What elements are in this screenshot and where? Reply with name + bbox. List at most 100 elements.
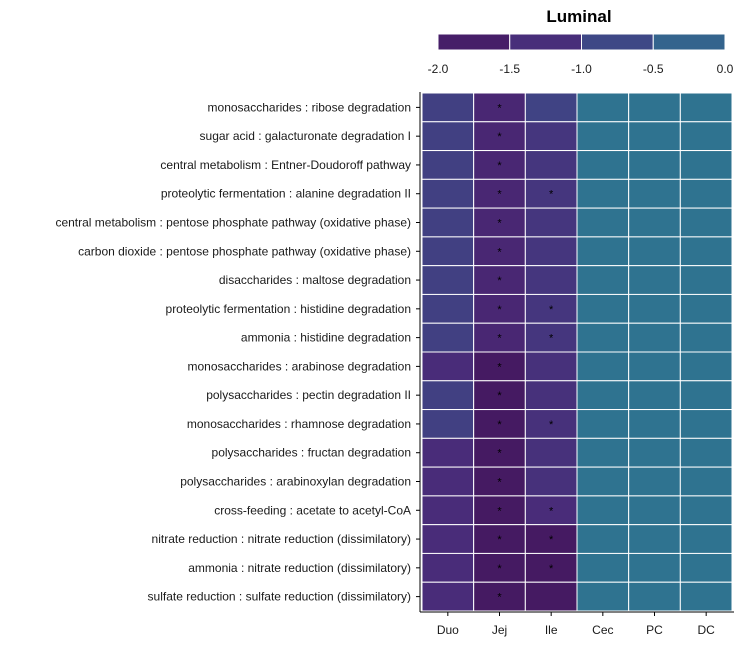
heatmap-cell <box>679 351 733 382</box>
heatmap-cell <box>421 524 475 554</box>
heatmap-cell <box>628 236 681 267</box>
heatmap-cell <box>524 322 578 353</box>
heatmap-cell <box>628 121 681 152</box>
significance-star: * <box>497 390 502 402</box>
significance-star: * <box>549 304 554 316</box>
heatmap-cell <box>524 581 578 612</box>
row-label: nitrate reduction : nitrate reduction (d… <box>152 532 411 546</box>
row-label: proteolytic fermentation : histidine deg… <box>166 302 411 316</box>
significance-star: * <box>497 477 502 489</box>
heatmap-cell <box>628 524 681 554</box>
heatmap-cell <box>473 495 526 526</box>
heatmap-cell <box>628 150 681 180</box>
heatmap-cell <box>421 293 475 324</box>
heatmap-cell <box>524 409 578 439</box>
heatmap-cell <box>421 581 475 612</box>
row-label: sugar acid : galacturonate degradation I <box>200 129 411 143</box>
heatmap-cell <box>576 92 630 123</box>
heatmap-cell <box>473 207 526 238</box>
legend-tick-label: -0.5 <box>643 62 664 76</box>
heatmap-cell <box>421 236 475 267</box>
heatmap-cell <box>473 437 526 468</box>
significance-star: * <box>497 563 502 575</box>
heatmap-cell <box>628 351 681 382</box>
heatmap-cell <box>421 552 475 583</box>
legend-ticks: -2.0 -1.5 -1.0 -0.5 0.0 <box>428 62 734 76</box>
heatmap-cell <box>473 466 526 497</box>
heatmap-cell <box>524 236 578 267</box>
significance-star: * <box>497 534 502 546</box>
heatmap-cell <box>576 121 630 152</box>
row-label: ammonia : nitrate reduction (dissimilato… <box>188 561 411 575</box>
significance-star: * <box>497 131 502 143</box>
significance-star: * <box>497 275 502 287</box>
heatmap-cell <box>576 552 630 583</box>
significance-star: * <box>497 304 502 316</box>
significance-star: * <box>497 592 502 604</box>
heatmap-cell <box>576 524 630 554</box>
heatmap-cell <box>421 495 475 526</box>
heatmap-cell <box>524 265 578 295</box>
significance-star: * <box>497 333 502 345</box>
heatmap-cell <box>679 293 733 324</box>
heatmap-cell <box>576 380 630 411</box>
significance-star: * <box>497 448 502 460</box>
color-legend: Luminal -2.0 -1.5 -1.0 -0.5 0.0 <box>428 7 734 76</box>
heatmap-cell <box>679 466 733 497</box>
significance-star: * <box>549 505 554 517</box>
heatmap-cell <box>679 495 733 526</box>
heatmap-cell <box>524 380 578 411</box>
column-label: Cec <box>592 623 613 637</box>
row-label: ammonia : histidine degradation <box>241 331 411 345</box>
heatmap-cell <box>524 524 578 554</box>
heatmap-cell <box>421 178 475 209</box>
heatmap-cell <box>628 495 681 526</box>
heatmap-cell <box>628 178 681 209</box>
significance-star: * <box>497 189 502 201</box>
row-label: central metabolism : Entner-Doudoroff pa… <box>160 158 411 172</box>
heatmap-cell <box>679 236 733 267</box>
heatmap-cell <box>679 524 733 554</box>
heatmap-cell <box>473 552 526 583</box>
heatmap-cell <box>576 207 630 238</box>
significance-star: * <box>549 563 554 575</box>
heatmap-cell <box>576 351 630 382</box>
heatmap-cell <box>628 207 681 238</box>
legend-color-bar <box>437 33 726 51</box>
heatmap-cell <box>421 207 475 238</box>
heatmap-cell <box>576 322 630 353</box>
heatmap-cell <box>679 380 733 411</box>
heatmap-cell <box>679 322 733 353</box>
heatmap-cell <box>576 150 630 180</box>
legend-swatch <box>581 33 654 51</box>
row-label: cross-feeding : acetate to acetyl-CoA <box>214 503 411 517</box>
significance-star: * <box>497 160 502 172</box>
heatmap-cell <box>473 92 526 123</box>
legend-title: Luminal <box>546 7 611 26</box>
heatmap-cell <box>576 236 630 267</box>
heatmap-cell <box>679 121 733 152</box>
heatmap-cell <box>679 581 733 612</box>
legend-swatch <box>652 33 726 51</box>
significance-star: * <box>497 505 502 517</box>
column-label: Jej <box>492 623 507 637</box>
heatmap-cell <box>628 92 681 123</box>
legend-tick-label: -1.0 <box>571 62 592 76</box>
heatmap-cell <box>576 409 630 439</box>
heatmap-cell <box>628 322 681 353</box>
row-label: carbon dioxide : pentose phosphate pathw… <box>78 244 411 258</box>
significance-star: * <box>549 419 554 431</box>
row-labels: monosaccharides : ribose degradation suga… <box>55 100 420 604</box>
heatmap-cell <box>576 495 630 526</box>
heatmap-cell <box>421 351 475 382</box>
row-label: polysaccharides : arabinoxylan degradati… <box>180 475 411 489</box>
heatmap-cell <box>421 322 475 353</box>
heatmap-cell <box>524 92 578 123</box>
heatmap-cell <box>473 581 526 612</box>
row-label: central metabolism : pentose phosphate p… <box>55 216 411 230</box>
heatmap-cell <box>628 265 681 295</box>
heatmap-cell <box>628 409 681 439</box>
heatmap-cell <box>524 351 578 382</box>
heatmap-cell <box>576 178 630 209</box>
